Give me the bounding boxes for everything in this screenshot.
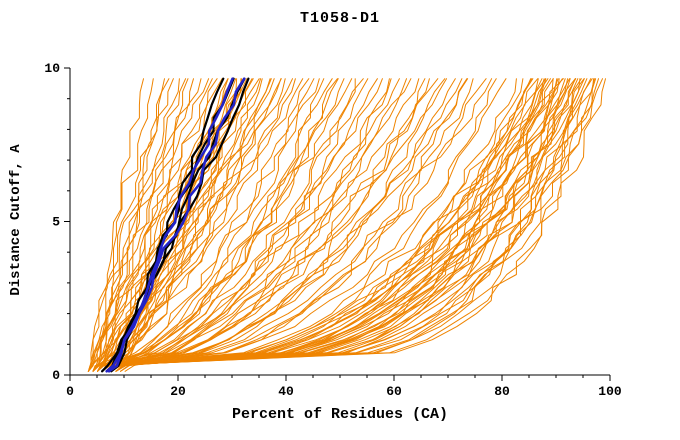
orange-model-curve	[115, 78, 463, 372]
orange-model-curve	[115, 78, 582, 372]
orange-model-curve	[97, 78, 315, 372]
x-tick-label: 40	[278, 384, 294, 399]
y-tick-label: 10	[44, 61, 60, 76]
x-tick-label: 100	[598, 384, 622, 399]
orange-model-curve	[92, 78, 356, 372]
blue-model-curve	[107, 77, 234, 373]
orange-model-curve	[97, 78, 585, 372]
orange-model-curve	[97, 78, 603, 372]
blue-model-curve	[105, 77, 246, 373]
orange-model-curve	[106, 78, 364, 372]
orange-model-curve	[120, 78, 439, 372]
black-model-curve	[105, 77, 235, 373]
orange-model-curve	[92, 78, 497, 372]
orange-model-curve	[110, 78, 412, 372]
orange-model-curve	[101, 78, 545, 372]
orange-model-curve	[97, 78, 554, 372]
orange-model-curve	[92, 78, 581, 372]
x-tick-label: 60	[386, 384, 402, 399]
orange-model-curve	[101, 78, 383, 372]
orange-model-curve	[97, 78, 576, 372]
orange-model-curve	[110, 78, 487, 372]
orange-model-curve	[97, 78, 595, 372]
orange-model-curve	[92, 78, 469, 372]
orange-model-curve	[110, 78, 447, 372]
orange-model-curve	[101, 78, 592, 372]
orange-model-curve	[101, 78, 456, 372]
orange-model-curve	[97, 78, 369, 372]
orange-model-curve	[101, 78, 493, 372]
orange-model-curve	[92, 78, 304, 372]
orange-model-curve	[87, 78, 165, 372]
y-tick-label: 5	[52, 215, 60, 230]
orange-model-curve	[92, 78, 202, 372]
orange-model-curve	[97, 78, 563, 372]
orange-model-curve	[92, 78, 595, 372]
orange-model-curve	[115, 78, 271, 372]
orange-model-curve	[110, 78, 260, 372]
orange-model-curve	[92, 78, 593, 372]
orange-model-curve	[97, 78, 170, 372]
x-axis-label: Percent of Residues (CA)	[231, 406, 449, 423]
orange-model-curve	[106, 78, 333, 372]
orange-model-curve	[92, 78, 558, 372]
orange-model-curve	[97, 78, 213, 372]
orange-model-curve	[115, 78, 549, 372]
x-tick-label: 80	[494, 384, 510, 399]
orange-model-curve	[106, 78, 560, 372]
orange-model-curve	[87, 78, 210, 372]
orange-model-curve	[87, 78, 144, 372]
y-tick-label: 0	[52, 368, 60, 383]
orange-model-curve	[106, 78, 507, 372]
orange-model-curve	[120, 78, 353, 372]
orange-model-curve	[92, 78, 390, 372]
orange-model-curve	[97, 78, 517, 372]
orange-model-curve	[87, 78, 180, 372]
orange-model-curve	[92, 78, 187, 372]
orange-model-curve	[97, 78, 543, 372]
orange-model-curve	[110, 78, 378, 372]
orange-model-curve	[97, 78, 407, 372]
orange-model-curve	[106, 78, 430, 372]
chart-title: T1058-D1	[299, 10, 380, 27]
orange-model-curve	[110, 78, 282, 372]
orange-model-curve	[101, 78, 524, 372]
orange-model-curve	[106, 78, 310, 372]
orange-model-curve	[92, 78, 547, 372]
orange-model-curve	[92, 78, 426, 372]
x-tick-label: 0	[66, 384, 74, 399]
orange-model-curve	[92, 78, 325, 372]
orange-model-curve	[92, 78, 571, 372]
orange-model-curve	[101, 78, 420, 372]
orange-model-curve	[97, 78, 446, 372]
orange-model-curve	[106, 78, 263, 372]
x-tick-label: 20	[170, 384, 186, 399]
orange-model-curve	[97, 78, 533, 372]
orange-model-curve	[106, 78, 400, 372]
orange-model-curve	[124, 78, 392, 372]
orange-model-curve	[97, 78, 474, 372]
orange-model-curve	[101, 78, 345, 372]
orange-model-curve	[101, 78, 293, 372]
orange-model-curve	[92, 78, 154, 372]
